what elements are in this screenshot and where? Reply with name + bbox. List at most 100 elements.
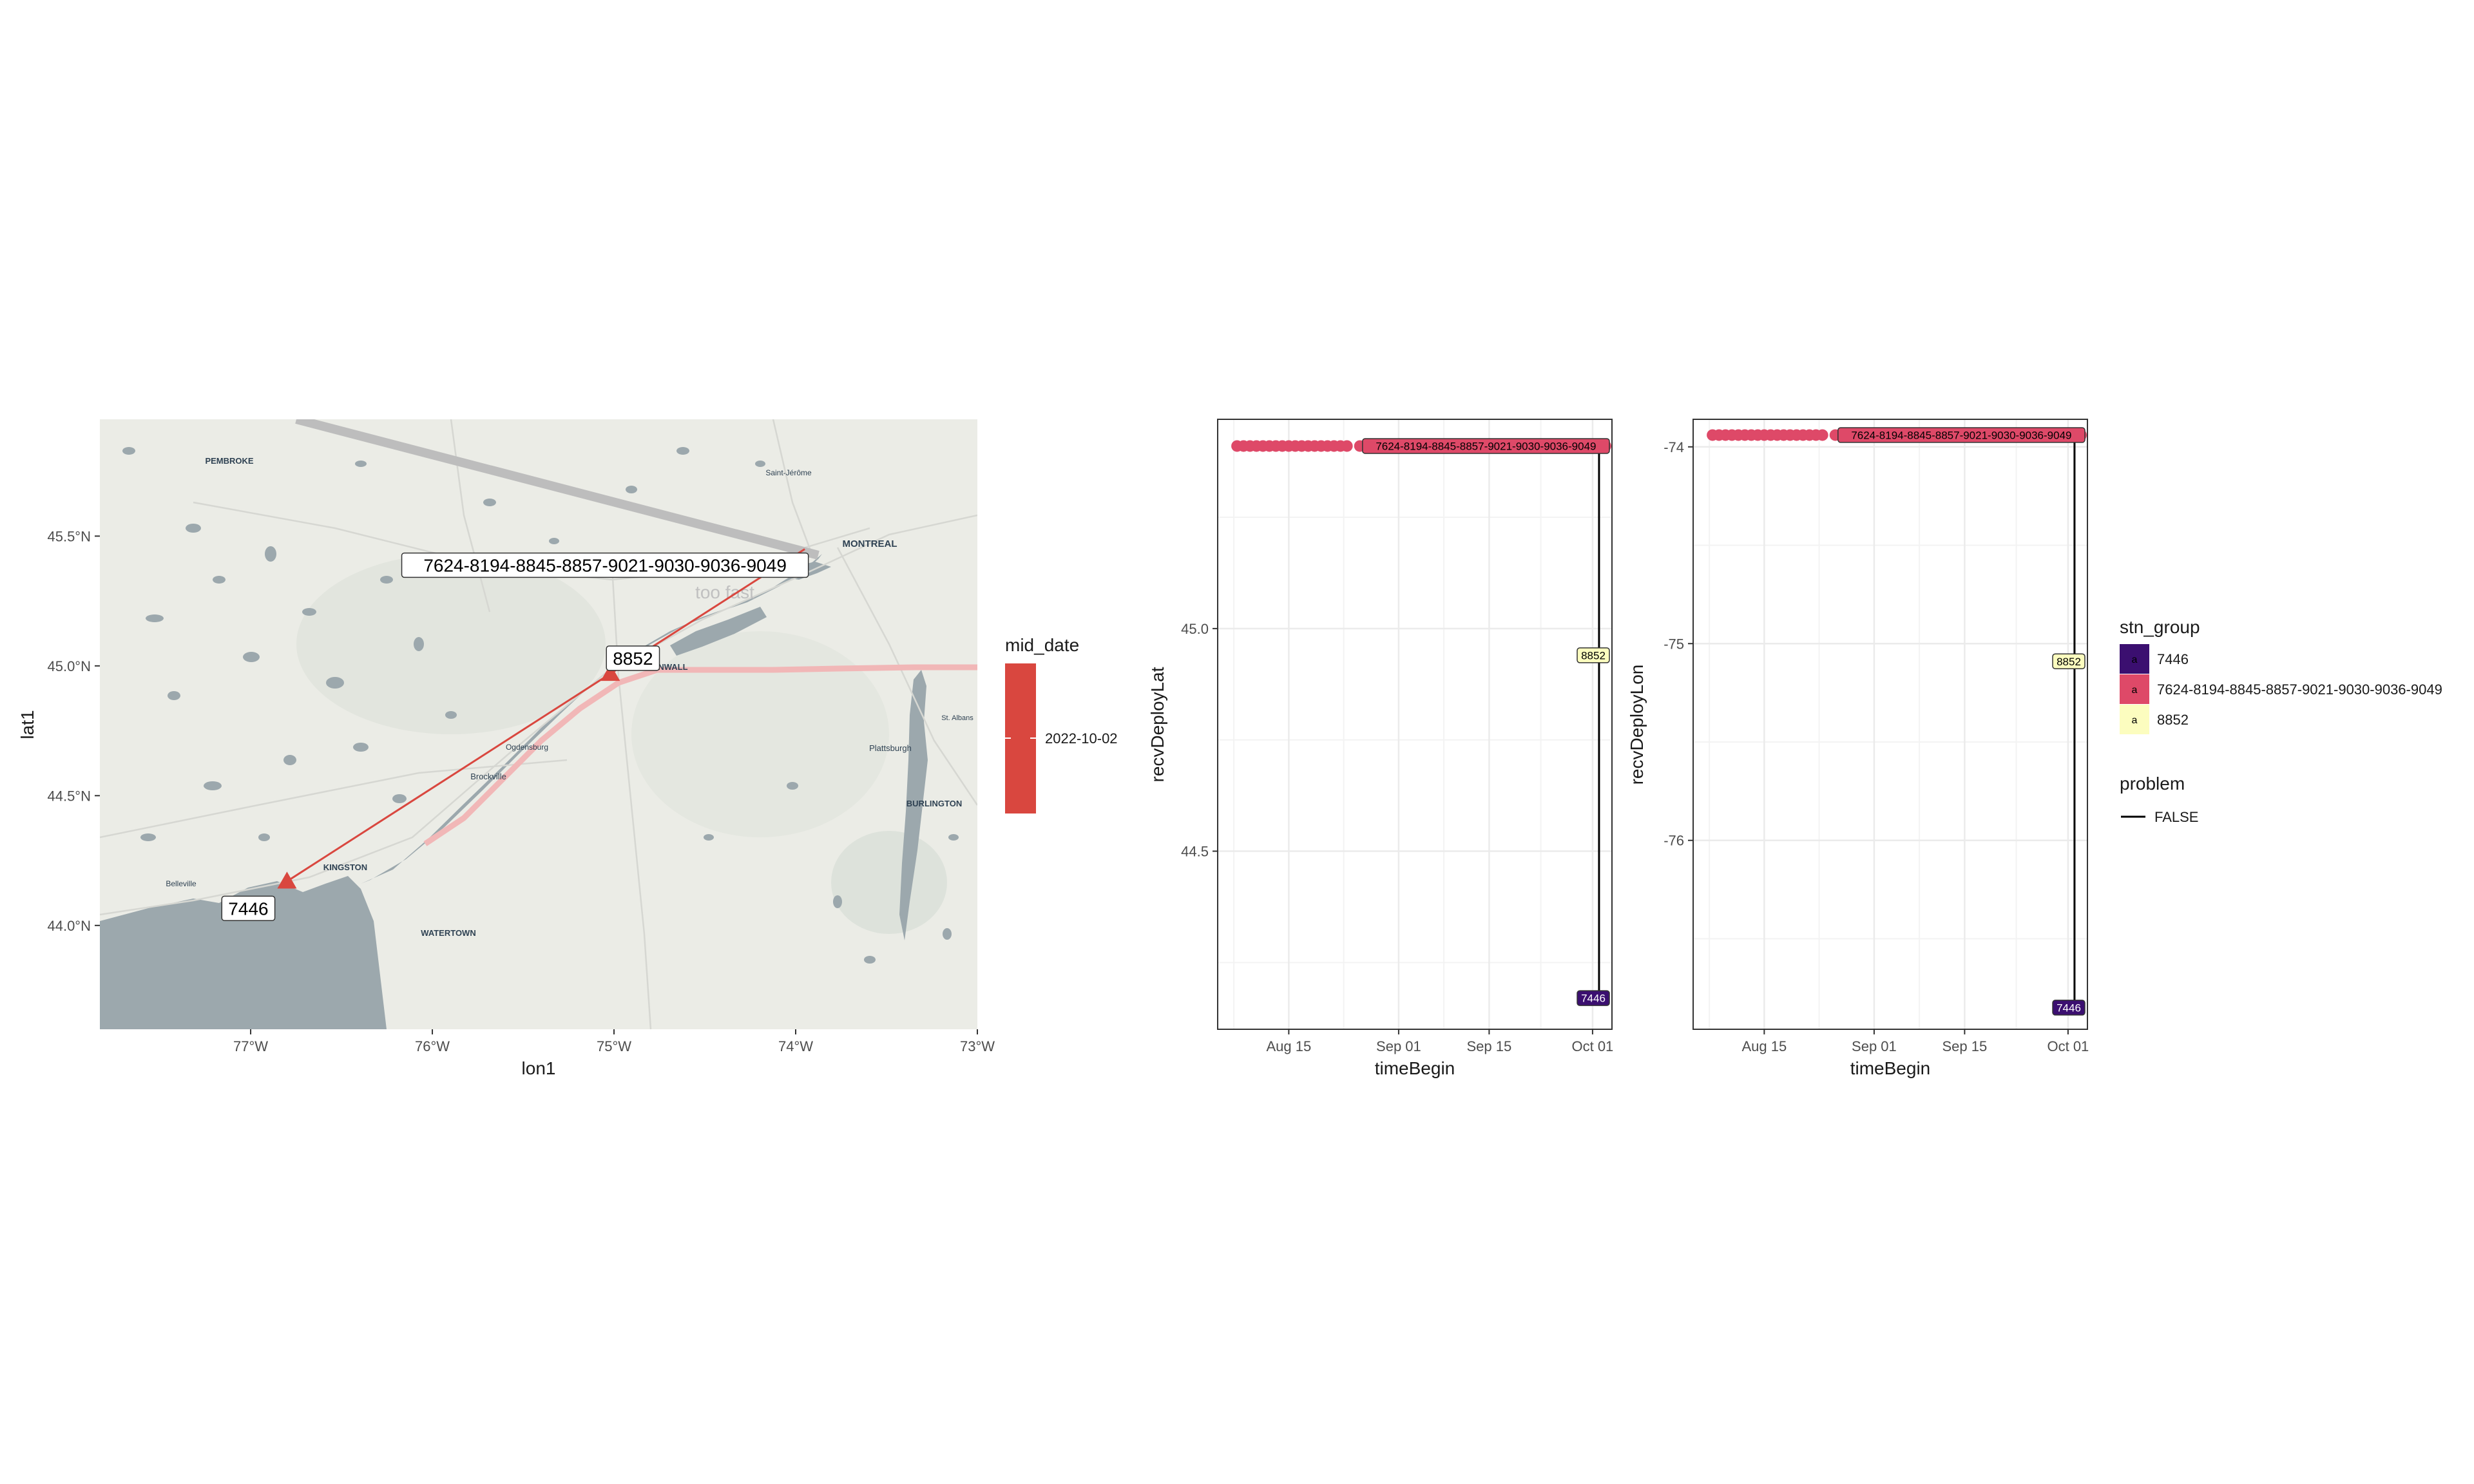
- stn-group-legend-item: a 7446: [2120, 644, 2189, 674]
- lat-y-tick-label: 45.0: [1181, 621, 1209, 637]
- stn-group-legend-key: [2120, 674, 2149, 704]
- lat-label-8852-box: [1577, 647, 1610, 663]
- land-tint: [631, 631, 889, 837]
- map-x-tick-label: 74°W: [778, 1038, 813, 1054]
- map-x-tick-label: 75°W: [597, 1038, 631, 1054]
- map-label-long: 7624-8194-8845-8857-9021-9030-9036-9049: [401, 552, 809, 578]
- lat-panel-border: [1217, 419, 1613, 1030]
- lon-panel-border: [1692, 419, 2088, 1030]
- stn-group-legend-glyph: a: [2132, 654, 2138, 665]
- map-y-tick-label: 45.5°N: [47, 528, 91, 544]
- small-lakes: [122, 447, 959, 964]
- place-watertown: WATERTOWN: [421, 928, 475, 938]
- track-outlier-line: [295, 419, 820, 560]
- lon-label-long: 7624-8194-8845-8857-9021-9030-9036-9049: [1837, 427, 2086, 443]
- lon-panel[interactable]: Aug 15 Sep 01 Sep 15 Oct 01 -76 -75 -74 7624-81…: [1664, 419, 2089, 1054]
- lat-label-8852-text: 8852: [1581, 649, 1606, 661]
- map-x-tick-label: 76°W: [415, 1038, 450, 1054]
- place-plattsburgh: Plattsburgh: [869, 743, 912, 753]
- lon-label-long-box: [1837, 427, 2086, 443]
- lon-label-7446-text: 7446: [2057, 1002, 2081, 1014]
- highlighted-route: [423, 664, 977, 846]
- map-label-8852-box: [606, 645, 660, 671]
- lon-y-tick-label: -74: [1664, 439, 1684, 455]
- lat-point-long[interactable]: [1341, 440, 1353, 452]
- stn-group-legend-item: a 8852: [2120, 705, 2189, 734]
- lon-x-tick-label: Oct 01: [2047, 1038, 2089, 1054]
- stn-group-legend-label: 7446: [2157, 651, 2189, 667]
- stn-group-legend-items: a 7446 a 7624-8194-8845-8857-9021-9030-9036…: [2120, 644, 2442, 734]
- map-label-7446-box: [221, 895, 276, 921]
- place-burlington: BURLINGTON: [906, 799, 962, 808]
- too-fast-annotation: too fast: [695, 582, 754, 602]
- map-y-tick-label: 44.5°N: [47, 788, 91, 804]
- lake-champlain: [899, 670, 928, 940]
- map-axes: 77°W 76°W 75°W 74°W 73°W 44.0°N 44.5°N 45.0°N 45…: [47, 528, 995, 1054]
- station-marker[interactable]: [277, 871, 297, 889]
- map-label-7446: 7446: [221, 895, 276, 921]
- lon-y-axis-title: recvDeployLon: [1627, 665, 1647, 785]
- map-label-8852: 8852: [606, 645, 660, 671]
- lake-ontario: [100, 876, 387, 1029]
- track-segment: [286, 672, 611, 882]
- map-basemap: PEMBROKE Saint-Jérôme MONTREAL CORNWALL …: [100, 419, 977, 1029]
- lat-label-long: 7624-8194-8845-8857-9021-9030-9036-9049: [1362, 438, 1610, 454]
- lat-panel-bg: [1218, 419, 1612, 1029]
- map-label-long-box: [401, 552, 809, 578]
- lat-x-tick-label: Aug 15: [1266, 1038, 1311, 1054]
- lon-label-8852-box: [2052, 653, 2086, 669]
- map-y-axis-title: lat1: [17, 710, 37, 739]
- place-st-albans: St. Albans: [941, 714, 973, 722]
- lon-label-long-text: 7624-8194-8845-8857-9021-9030-9036-9049: [1851, 430, 2071, 442]
- lon-x-tick-label: Sep 15: [1942, 1038, 1988, 1054]
- lat-x-tick-label: Sep 15: [1467, 1038, 1512, 1054]
- place-saint-jerome: Saint-Jérôme: [765, 468, 812, 477]
- land-tint: [831, 831, 947, 934]
- lon-label-7446-box: [2052, 1000, 2086, 1016]
- map-x-tick-label: 73°W: [960, 1038, 995, 1054]
- problem-legend-label: FALSE: [2154, 809, 2198, 825]
- stn-group-legend-label: 8852: [2157, 712, 2189, 728]
- stn-group-legend-title: stn_group: [2120, 617, 2200, 637]
- lat-label-7446-text: 7446: [1581, 993, 1606, 1005]
- lon-y-tick-label: -76: [1664, 833, 1684, 849]
- stn-group-legend-item: a 7624-8194-8845-8857-9021-9030-9036-9049: [2120, 674, 2442, 704]
- map-label-7446-text: 7446: [228, 899, 268, 918]
- map-station-labels: 7446 8852 7624-8194-8845-8857-9021-9030-90…: [221, 552, 809, 921]
- lon-point-long[interactable]: [1816, 429, 1828, 441]
- place-pembroke: PEMBROKE: [205, 456, 253, 466]
- lat-label-long-text: 7624-8194-8845-8857-9021-9030-9036-9049: [1376, 441, 1596, 453]
- problem-legend: problem FALSE: [2120, 774, 2198, 825]
- place-montreal: MONTREAL: [843, 538, 897, 549]
- mid-date-legend-label: 2022-10-02: [1045, 730, 1118, 747]
- lon-panel-bg: [1693, 419, 2087, 1029]
- lat-y-axis-title: recvDeployLat: [1147, 667, 1167, 782]
- place-ogdensburg: Ogdensburg: [506, 743, 548, 752]
- map-panel[interactable]: PEMBROKE Saint-Jérôme MONTREAL CORNWALL …: [17, 419, 995, 1078]
- lat-panel[interactable]: Aug 15 Sep 01 Sep 15 Oct 01 44.5 45.0 7624-819…: [1181, 419, 1613, 1054]
- stn-group-legend: stn_group a 7446 a 7624-8194-8845-8857-9021…: [2120, 617, 2442, 734]
- lat-label-long-box: [1362, 438, 1610, 454]
- lon-x-tick-label: Aug 15: [1741, 1038, 1787, 1054]
- lat-x-axis-title: timeBegin: [1375, 1058, 1455, 1078]
- place-kingston: KINGSTON: [323, 862, 367, 872]
- stn-group-legend-label: 7624-8194-8845-8857-9021-9030-9036-9049: [2157, 681, 2442, 698]
- place-brockville: Brockville: [470, 772, 506, 781]
- station-marker[interactable]: [600, 663, 620, 681]
- lat-x-tick-label: Sep 01: [1376, 1038, 1421, 1054]
- stn-group-legend-glyph: a: [2132, 685, 2138, 696]
- map-x-tick-label: 77°W: [233, 1038, 268, 1054]
- lon-x-tick-label: Sep 01: [1852, 1038, 1897, 1054]
- map-x-axis-title: lon1: [522, 1058, 556, 1078]
- lon-x-axis-title: timeBegin: [1850, 1058, 1931, 1078]
- map-label-8852-text: 8852: [613, 649, 653, 669]
- stn-group-legend-key: [2120, 705, 2149, 734]
- lat-label-8852: 8852: [1577, 647, 1610, 663]
- map-y-tick-label: 44.0°N: [47, 918, 91, 934]
- place-belleville: Belleville: [166, 879, 197, 888]
- problem-legend-title: problem: [2120, 774, 2185, 794]
- stn-group-legend-key: [2120, 644, 2149, 674]
- lake-st-francis: [670, 607, 767, 656]
- place-names: PEMBROKE Saint-Jérôme MONTREAL CORNWALL …: [166, 456, 973, 938]
